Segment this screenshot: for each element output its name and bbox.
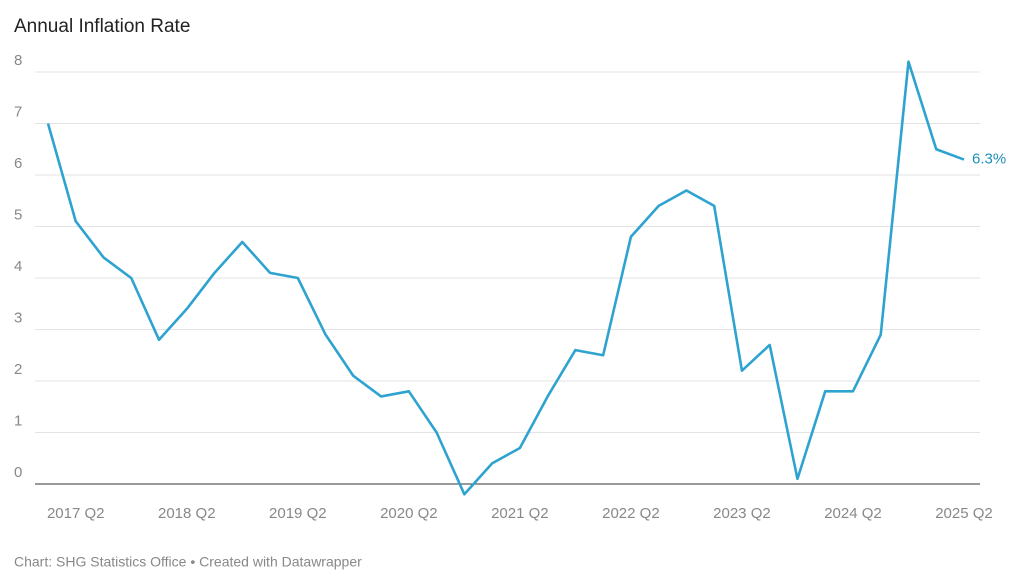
x-tick-label: 2025 Q2 xyxy=(935,505,993,522)
y-tick-label: 4 xyxy=(14,258,22,275)
x-tick-label: 2019 Q2 xyxy=(269,505,327,522)
y-tick-label: 8 xyxy=(14,52,22,69)
x-tick-label: 2024 Q2 xyxy=(824,505,882,522)
y-tick-label: 1 xyxy=(14,412,22,429)
x-tick-label: 2018 Q2 xyxy=(158,505,216,522)
y-tick-label: 0 xyxy=(14,464,22,481)
source-note: Chart: SHG Statistics Office • Created w… xyxy=(14,554,362,570)
line xyxy=(46,60,965,496)
y-tick-label: 2 xyxy=(14,361,22,378)
y-tick-label: 7 xyxy=(14,103,22,120)
y-tick-label: 3 xyxy=(14,309,22,326)
y-tick-label: 5 xyxy=(14,206,22,223)
data-label: 6.3% xyxy=(972,151,1006,168)
chart-title: Annual Inflation Rate xyxy=(14,16,190,37)
y-tick-label: 6 xyxy=(14,155,22,172)
x-tick-label: 2017 Q2 xyxy=(47,505,105,522)
x-tick-label: 2022 Q2 xyxy=(602,505,660,522)
x-tick-label: 2020 Q2 xyxy=(380,505,438,522)
x-tick-label: 2021 Q2 xyxy=(491,505,549,522)
x-tick-label: 2023 Q2 xyxy=(713,505,771,522)
